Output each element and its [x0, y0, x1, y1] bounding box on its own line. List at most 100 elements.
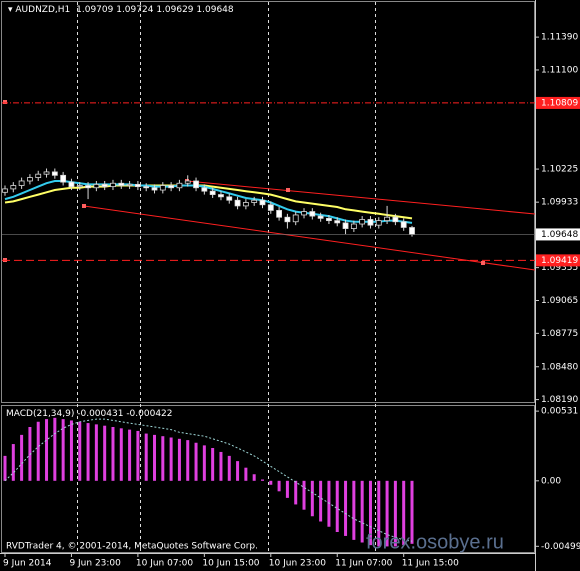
macd-label: MACD(21,34,9) [6, 409, 74, 419]
candle-body [101, 183, 108, 188]
macd-bar [211, 448, 215, 481]
chart-header: ▾ AUDNZD,H1 1.09709 1.09724 1.09629 1.09… [8, 5, 234, 15]
triangle: ▾ [8, 5, 15, 15]
candle-body [259, 199, 266, 206]
macd-bar [269, 480, 273, 485]
macd-bar [78, 421, 82, 481]
macd-bar [103, 425, 107, 481]
candle-body [384, 216, 390, 222]
macd-bar [402, 480, 406, 546]
macd-bar [128, 429, 132, 481]
candle-body [2, 188, 8, 193]
macd-signal [4, 418, 413, 542]
macd-bar [153, 434, 157, 481]
macd-tick-label: 0.00 [541, 476, 561, 486]
macd-bar [194, 442, 198, 481]
current-price-label: 1.09648 [541, 230, 578, 240]
candle-body [326, 217, 332, 222]
x-tick-label: 11 Jun 15:00 [402, 559, 459, 569]
level-label: 1.09419 [541, 256, 578, 266]
macd-signal-value: -0.000422 [126, 409, 172, 419]
macd-bar [61, 419, 65, 481]
candle-body [284, 216, 291, 223]
macd-bar [202, 445, 206, 481]
symbol: AUDNZD,H1 [15, 5, 70, 15]
channel-upper [186, 180, 536, 215]
candle-body [85, 185, 91, 189]
macd-bar [177, 438, 181, 481]
last-close: 1.09648 [196, 5, 233, 15]
macd-bar [310, 480, 314, 517]
candle-body [151, 187, 158, 191]
anchor [481, 261, 485, 265]
macd-bar [410, 480, 414, 544]
candle-body [226, 196, 233, 201]
candle-body [27, 177, 33, 182]
y-tick-label: 1.08480 [541, 362, 578, 372]
macd-bar [344, 480, 348, 536]
x-tick-label: 10 Jun 23:00 [269, 559, 326, 569]
macd-header: MACD(21,34,9) -0.000431 -0.000422 [6, 409, 173, 419]
candle-body [201, 187, 208, 192]
macd-bar [119, 428, 123, 481]
macd-bar [385, 480, 389, 547]
candle-body [359, 219, 366, 225]
macd-value: -0.000431 [77, 409, 123, 419]
macd-bar [53, 417, 57, 481]
last-open: 1.09709 [76, 5, 113, 15]
candle-body [392, 216, 399, 223]
main-panel-border [1, 1, 535, 403]
candle-body [143, 186, 150, 189]
macd-bar [352, 480, 356, 540]
level-label-box [536, 96, 580, 109]
candle-body [184, 180, 191, 184]
level-label-box [536, 254, 580, 267]
y-tick-label: 1.11100 [541, 65, 578, 75]
macd-bar [36, 421, 40, 481]
macd-bar [111, 427, 115, 481]
candle-body [342, 222, 349, 229]
macd-bar [227, 455, 231, 481]
macd-bar [335, 480, 339, 532]
candle-body [51, 171, 58, 176]
macd-bar [260, 479, 264, 481]
candle-body [60, 174, 67, 183]
candle-body [367, 219, 374, 226]
candle-body [234, 199, 241, 207]
anchor [286, 188, 290, 192]
candle-body [218, 194, 224, 198]
candle-body [76, 185, 83, 188]
y-tick-label: 1.09065 [541, 296, 578, 306]
candle-body [126, 183, 133, 186]
macd-bar [368, 480, 372, 546]
level-label: 1.10809 [541, 98, 578, 108]
macd-bar [86, 423, 90, 481]
x-tick-label: 10 Jun 15:00 [202, 559, 259, 569]
macd-bar [294, 480, 298, 505]
current-price-box [536, 228, 580, 241]
macd-bar [285, 480, 289, 498]
macd-bar [161, 436, 165, 481]
y-tick-label: 1.10225 [541, 165, 578, 175]
macd-bar [94, 424, 98, 481]
macd-bar [327, 480, 331, 527]
channel-lower [83, 205, 536, 271]
last-high: 1.09724 [116, 5, 153, 15]
candle-body [159, 185, 166, 191]
candle-body [93, 183, 100, 189]
candle-body [409, 227, 415, 235]
y-tick-label: 1.09355 [541, 263, 578, 273]
macd-bar [11, 444, 15, 481]
period-separators [77, 2, 376, 553]
macd-bar [20, 434, 24, 481]
last-low: 1.09629 [156, 5, 193, 15]
trend-channel [83, 180, 536, 271]
macd-tick-label: -0.00499 [541, 542, 580, 552]
candle-body [375, 220, 382, 226]
macd-bar [360, 480, 364, 543]
macd-bar [377, 480, 381, 547]
candle-body [309, 211, 316, 217]
moving-average [4, 184, 413, 220]
x-tick-label: 11 Jun 07:00 [335, 559, 392, 569]
anchor [82, 204, 86, 208]
